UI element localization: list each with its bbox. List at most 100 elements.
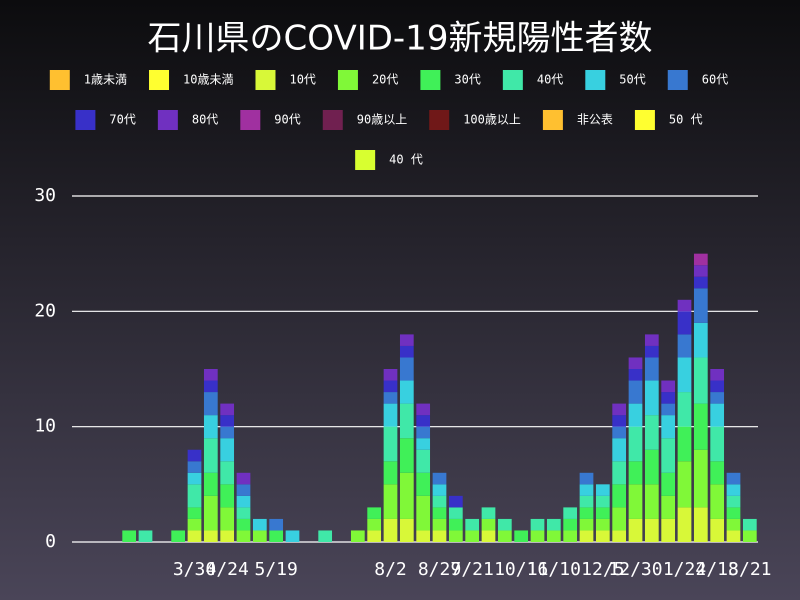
bar-segment: [367, 518, 382, 531]
bar-segment: [677, 461, 692, 508]
bar-segment: [693, 265, 708, 277]
bar-segment: [612, 461, 627, 485]
bar-segment: [726, 484, 741, 496]
legend-label: 1歳未満: [84, 73, 127, 87]
bar-segment: [187, 507, 202, 519]
legend-label: 100歳以上: [463, 113, 521, 127]
bar-segment: [220, 438, 235, 462]
bar-segment: [693, 322, 708, 358]
bar-segment: [203, 472, 218, 496]
bar-segment: [710, 518, 725, 542]
bar-segment: [661, 415, 676, 439]
bar-segment: [595, 518, 610, 531]
bar-segment: [612, 438, 627, 462]
bar-segment: [710, 426, 725, 462]
bar-segment: [236, 495, 251, 508]
bar-segment: [661, 392, 676, 404]
bar-segment: [726, 518, 741, 531]
bar-segment: [710, 484, 725, 519]
bar-segment: [628, 357, 643, 369]
legend-label: 90代: [274, 113, 300, 127]
bar-segment: [187, 484, 202, 508]
legend-label: 30代: [454, 73, 480, 87]
bar-segment: [220, 461, 235, 485]
legend-swatch: [429, 110, 450, 130]
bar-segment: [220, 484, 235, 508]
bar-segment: [710, 403, 725, 427]
legend-swatch: [420, 70, 441, 90]
bar-segment: [612, 426, 627, 439]
x-tick-label: 1/24: [663, 559, 706, 580]
bar-segment: [399, 438, 414, 473]
bar-segment: [693, 288, 708, 323]
bar-segment: [383, 403, 398, 427]
x-tick-label: 12/30: [608, 559, 662, 580]
bar-segment: [383, 518, 398, 542]
bar-segment: [644, 334, 659, 346]
bar-segment: [497, 518, 512, 531]
bar-segment: [138, 530, 153, 542]
bar-segment: [220, 426, 235, 439]
y-tick-label: 20: [34, 300, 56, 321]
bar-segment: [726, 507, 741, 519]
bar-segment: [416, 403, 431, 416]
bar-segment: [595, 530, 610, 542]
bar-segment: [448, 518, 463, 531]
bar-segment: [628, 369, 643, 381]
bar-segment: [252, 530, 267, 542]
bar-segment: [399, 472, 414, 519]
bar-segment: [612, 484, 627, 508]
legend-label: 70代: [109, 113, 135, 127]
bar-segment: [383, 369, 398, 381]
bar-segment: [579, 518, 594, 531]
bar-segment: [710, 369, 725, 381]
bar-segment: [481, 518, 496, 531]
bar-segment: [399, 518, 414, 542]
x-tick-label: 5/19: [254, 559, 297, 580]
bar-segment: [399, 334, 414, 346]
bar-segment: [171, 530, 186, 542]
bar-segment: [563, 507, 578, 519]
bar-segment: [367, 507, 382, 519]
bar-segment: [416, 449, 431, 473]
bar-segment: [644, 357, 659, 381]
bar-segment: [677, 507, 692, 542]
y-tick-label: 30: [34, 185, 56, 206]
legend-swatch: [355, 150, 376, 170]
bar-segment: [416, 438, 431, 450]
bar-segment: [203, 495, 218, 531]
legend-swatch: [75, 110, 96, 130]
bar-segment: [448, 495, 463, 508]
x-tick-label: 12/5: [581, 559, 624, 580]
bar-segment: [432, 518, 447, 531]
bar-segment: [465, 530, 480, 542]
bar-segment: [612, 403, 627, 416]
bar-segment: [514, 530, 529, 542]
bar-segment: [579, 495, 594, 508]
bar-segment: [546, 530, 561, 542]
legend-swatch: [585, 70, 606, 90]
legend-swatch: [149, 70, 170, 90]
bar-segment: [644, 484, 659, 519]
bar-segment: [448, 530, 463, 542]
bar-segment: [432, 530, 447, 542]
bar-segment: [497, 530, 512, 542]
bar-segment: [432, 495, 447, 508]
legend-label: 80代: [192, 113, 218, 127]
bar-segment: [579, 472, 594, 485]
legend-label: 50 代: [669, 113, 703, 127]
bar-segment: [661, 403, 676, 416]
bar-segment: [612, 415, 627, 427]
bar-segment: [710, 380, 725, 393]
bar-segment: [399, 357, 414, 381]
bar-segment: [726, 472, 741, 485]
bar-segment: [693, 357, 708, 404]
chart-title: 石川県のCOVID-19新規陽性者数: [148, 19, 653, 59]
bar-segment: [203, 438, 218, 473]
x-tick-label: 2/18: [695, 559, 738, 580]
bar-segment: [481, 507, 496, 519]
bar-segment: [612, 507, 627, 531]
bar-segment: [383, 392, 398, 404]
